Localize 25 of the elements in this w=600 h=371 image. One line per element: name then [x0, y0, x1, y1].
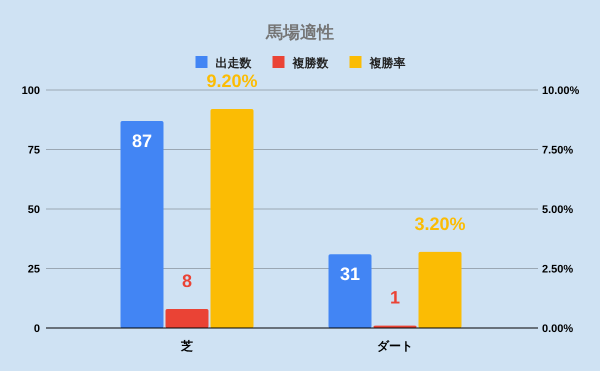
- data-label: 8: [182, 270, 192, 291]
- x-tick-label: ダート: [377, 339, 413, 353]
- legend-label: 複勝率: [368, 56, 406, 70]
- legend-label: 複勝数: [292, 56, 330, 70]
- data-label: 3.20%: [414, 214, 466, 234]
- y2-tick-label: 10.00%: [542, 85, 580, 97]
- data-label: 1: [390, 288, 400, 308]
- y-tick-label: 75: [28, 144, 40, 156]
- x-tick-label: 芝: [180, 339, 193, 353]
- chart-title: 馬場適性: [265, 23, 334, 42]
- bar: [166, 308, 208, 328]
- y2-tick-label: 2.50%: [542, 264, 574, 276]
- bar: [120, 120, 164, 328]
- bar: [328, 254, 372, 328]
- data-label: 9.20%: [206, 71, 258, 92]
- data-label: 87: [132, 130, 152, 151]
- y2-tick-label: 7.50%: [542, 144, 574, 156]
- y2-tick-label: 5.00%: [542, 204, 574, 216]
- y-tick-label: 100: [22, 85, 40, 97]
- y-tick-label: 0: [34, 323, 40, 335]
- legend-label: 出走数: [216, 56, 252, 70]
- y2-tick-label: 0.00%: [542, 323, 574, 335]
- data-label: 31: [340, 264, 360, 284]
- y-tick-label: 25: [28, 264, 40, 276]
- y-tick-label: 50: [28, 204, 40, 216]
